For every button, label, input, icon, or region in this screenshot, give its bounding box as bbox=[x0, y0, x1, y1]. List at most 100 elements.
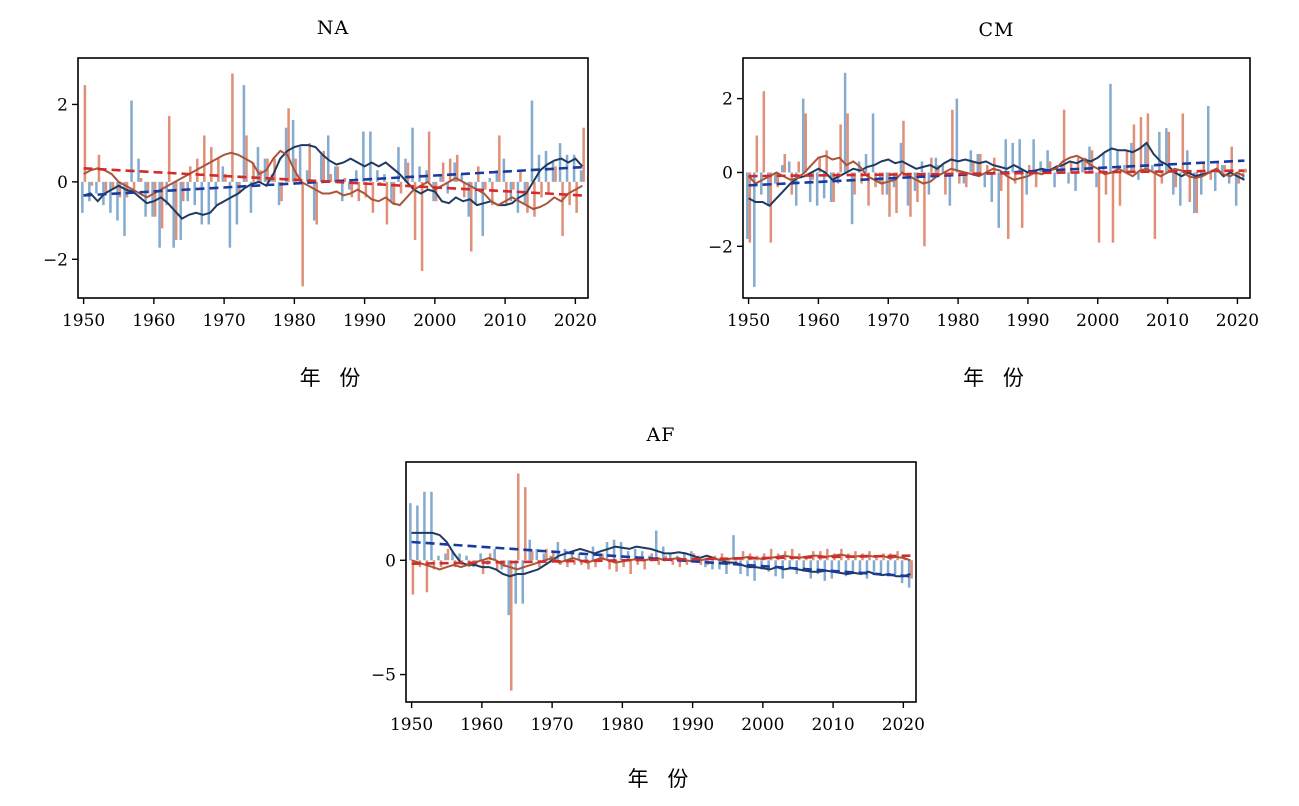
bar-blue bbox=[481, 181, 485, 237]
bar-blue bbox=[1081, 157, 1084, 173]
x-axis-label: 年 份 bbox=[627, 767, 695, 791]
plot-frame bbox=[77, 57, 589, 299]
bar-blue bbox=[558, 143, 562, 182]
chart-svg: 1950 1960 1970 1980 1990 2000 2010 2020 −2 0 2 bbox=[708, 57, 1259, 331]
bar-blue bbox=[362, 131, 365, 182]
bar-blue bbox=[794, 172, 798, 206]
y-tick-label: 2 bbox=[57, 95, 68, 115]
bar-red bbox=[498, 135, 501, 182]
bar-blue bbox=[144, 181, 147, 217]
bar-blue bbox=[465, 555, 468, 561]
bar-blue bbox=[584, 555, 588, 561]
bar-blue bbox=[355, 170, 358, 182]
x-tick: 1960 bbox=[132, 298, 176, 331]
bar-blue bbox=[753, 172, 756, 287]
x-tick: 2000 bbox=[1076, 298, 1119, 331]
bar-blue bbox=[341, 181, 344, 202]
bar-blue bbox=[746, 172, 749, 239]
bar-red bbox=[224, 174, 227, 182]
x-axis-label: 年 份 bbox=[963, 366, 1030, 390]
bar-blue bbox=[1018, 139, 1021, 173]
bar-blue bbox=[1165, 128, 1168, 173]
x-tick: 2010 bbox=[1146, 298, 1189, 331]
bar-red bbox=[741, 551, 745, 561]
bar-red bbox=[678, 560, 682, 568]
bar-blue bbox=[228, 181, 232, 248]
bar-red bbox=[601, 553, 604, 561]
bar-blue bbox=[843, 72, 847, 173]
bar-blue bbox=[844, 560, 848, 577]
y-tick-label: 2 bbox=[722, 90, 733, 110]
bar-blue bbox=[1095, 172, 1098, 188]
x-tick-label: 1990 bbox=[343, 311, 386, 331]
bar-blue bbox=[837, 560, 841, 572]
trend-red bbox=[748, 169, 1245, 178]
bar-blue bbox=[815, 172, 819, 206]
bar-red bbox=[146, 181, 150, 194]
bar-red bbox=[685, 560, 689, 565]
bar-red bbox=[231, 73, 234, 182]
bar-red bbox=[923, 172, 926, 247]
bar-blue bbox=[444, 553, 447, 561]
bar-blue bbox=[927, 172, 931, 195]
bar-blue bbox=[955, 98, 959, 173]
bar-blue bbox=[437, 555, 440, 561]
bar-blue bbox=[1234, 172, 1238, 206]
bar-blue bbox=[109, 181, 112, 213]
x-tick: 1950 bbox=[390, 702, 433, 735]
bar-red bbox=[294, 158, 297, 182]
bar-blue bbox=[333, 166, 337, 182]
bar-blue bbox=[409, 503, 412, 561]
chart-title: NA bbox=[316, 17, 350, 39]
bar-red bbox=[364, 181, 368, 198]
bar-blue bbox=[836, 172, 840, 184]
x-tick-label: 2010 bbox=[811, 715, 854, 735]
bar-blue bbox=[460, 174, 463, 182]
chart-svg: 1950 1960 1970 1980 1990 2000 2010 2020 −2 0 2 bbox=[43, 57, 597, 331]
bar-red bbox=[469, 181, 473, 252]
bar-blue bbox=[739, 560, 742, 574]
bar-red bbox=[252, 162, 255, 182]
bar-red bbox=[111, 181, 115, 190]
bar-red bbox=[1027, 165, 1031, 173]
x-tick-label: 2020 bbox=[554, 311, 597, 331]
bar-blue bbox=[474, 181, 478, 206]
bar-blue bbox=[369, 131, 372, 182]
bar-blue bbox=[788, 560, 791, 570]
bar-red bbox=[818, 157, 821, 173]
x-tick-label: 1990 bbox=[671, 715, 714, 735]
chart-title: CM bbox=[978, 19, 1015, 41]
bar-red bbox=[972, 161, 975, 173]
bar-blue bbox=[934, 157, 938, 173]
x-tick: 2020 bbox=[1216, 298, 1259, 331]
bar-blue bbox=[319, 154, 323, 182]
bar-red bbox=[1160, 172, 1164, 184]
bar-red bbox=[488, 553, 492, 561]
bar-red bbox=[118, 181, 122, 198]
bar-blue bbox=[451, 551, 454, 561]
bar-blue bbox=[830, 560, 834, 579]
line-red bbox=[83, 149, 583, 211]
bar-blue bbox=[718, 560, 721, 570]
bar-blue bbox=[760, 172, 763, 195]
x-tick: 2010 bbox=[483, 298, 527, 331]
bar-red bbox=[895, 172, 898, 214]
bar-blue bbox=[458, 553, 461, 561]
bar-blue bbox=[530, 100, 534, 182]
x-tick: 2010 bbox=[811, 702, 855, 735]
plot-area bbox=[746, 72, 1247, 287]
bar-red bbox=[509, 560, 513, 691]
bar-blue bbox=[348, 181, 351, 190]
x-tick: 1990 bbox=[1006, 298, 1050, 331]
bar-blue bbox=[235, 181, 239, 225]
bar-blue bbox=[1213, 172, 1217, 191]
line-red bbox=[747, 154, 1245, 185]
bar-red bbox=[783, 154, 787, 173]
x-tick-label: 1980 bbox=[936, 311, 979, 331]
bar-blue bbox=[612, 539, 616, 561]
x-tick: 1970 bbox=[867, 298, 910, 331]
bar-blue bbox=[879, 560, 883, 574]
bar-red bbox=[615, 560, 618, 572]
bar-red bbox=[1216, 161, 1219, 173]
bar-red bbox=[867, 172, 870, 206]
